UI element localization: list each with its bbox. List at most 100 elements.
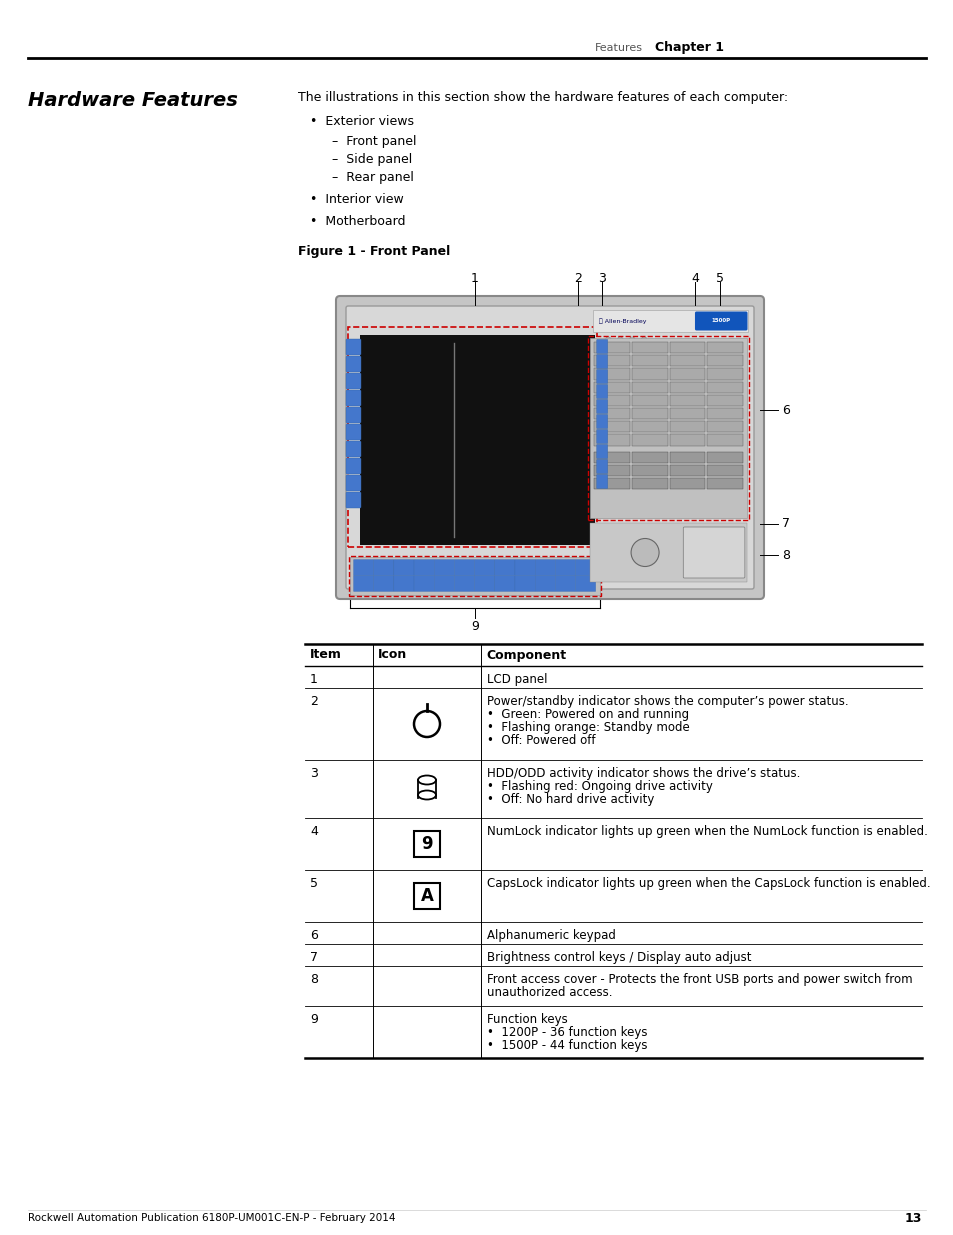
Text: 13: 13 bbox=[903, 1212, 921, 1224]
Text: 8: 8 bbox=[781, 548, 789, 562]
Text: 2: 2 bbox=[310, 695, 317, 708]
Bar bbox=[706, 342, 742, 353]
Text: Chapter 1: Chapter 1 bbox=[655, 42, 723, 54]
Text: •  1500P - 44 function keys: • 1500P - 44 function keys bbox=[486, 1039, 647, 1052]
Text: 7: 7 bbox=[310, 951, 317, 965]
FancyBboxPatch shape bbox=[374, 576, 394, 592]
Bar bbox=[594, 435, 629, 446]
Text: •  Off: No hard drive activity: • Off: No hard drive activity bbox=[486, 793, 654, 806]
Bar bbox=[669, 464, 704, 475]
FancyBboxPatch shape bbox=[596, 369, 607, 384]
Text: •  Flashing red: Ongoing drive activity: • Flashing red: Ongoing drive activity bbox=[486, 781, 712, 793]
Bar bbox=[359, 335, 595, 545]
FancyBboxPatch shape bbox=[346, 306, 753, 589]
Text: Alphanumeric keypad: Alphanumeric keypad bbox=[486, 929, 616, 942]
FancyBboxPatch shape bbox=[596, 354, 607, 368]
Text: 4: 4 bbox=[690, 272, 699, 285]
Circle shape bbox=[629, 337, 635, 343]
Text: Icon: Icon bbox=[377, 648, 407, 662]
Text: 6: 6 bbox=[310, 929, 317, 942]
FancyBboxPatch shape bbox=[474, 559, 495, 576]
Text: LCD panel: LCD panel bbox=[486, 673, 547, 685]
FancyBboxPatch shape bbox=[596, 445, 607, 458]
Bar bbox=[414, 831, 439, 857]
Text: •  Green: Powered on and running: • Green: Powered on and running bbox=[486, 708, 688, 721]
Text: 9: 9 bbox=[471, 620, 478, 634]
Bar bbox=[669, 342, 704, 353]
Bar bbox=[706, 421, 742, 432]
Bar bbox=[706, 435, 742, 446]
Bar bbox=[594, 408, 629, 419]
FancyBboxPatch shape bbox=[346, 356, 360, 372]
FancyBboxPatch shape bbox=[682, 527, 744, 578]
FancyBboxPatch shape bbox=[434, 559, 454, 576]
Text: 3: 3 bbox=[598, 272, 605, 285]
Bar bbox=[706, 382, 742, 393]
Text: Power/standby indicator shows the computer’s power status.: Power/standby indicator shows the comput… bbox=[486, 695, 848, 708]
Text: Component: Component bbox=[485, 648, 565, 662]
Bar bbox=[669, 356, 704, 367]
FancyBboxPatch shape bbox=[555, 576, 575, 592]
Bar bbox=[631, 382, 667, 393]
Bar bbox=[590, 338, 746, 517]
FancyBboxPatch shape bbox=[495, 576, 515, 592]
FancyBboxPatch shape bbox=[596, 384, 607, 399]
FancyBboxPatch shape bbox=[515, 559, 535, 576]
Text: Rockwell Automation Publication 6180P-UM001C-EN-P - February 2014: Rockwell Automation Publication 6180P-UM… bbox=[28, 1213, 395, 1223]
Text: Ⓜ Allen-Bradley: Ⓜ Allen-Bradley bbox=[598, 319, 646, 324]
Bar bbox=[706, 452, 742, 463]
Text: 7: 7 bbox=[781, 517, 789, 530]
Bar bbox=[669, 421, 704, 432]
Text: •  1200P - 36 function keys: • 1200P - 36 function keys bbox=[486, 1026, 647, 1039]
FancyBboxPatch shape bbox=[555, 559, 575, 576]
Text: •  Off: Powered off: • Off: Powered off bbox=[486, 734, 595, 747]
Bar bbox=[414, 883, 439, 909]
FancyBboxPatch shape bbox=[346, 338, 360, 354]
Bar bbox=[631, 408, 667, 419]
Bar bbox=[594, 464, 629, 475]
FancyBboxPatch shape bbox=[434, 576, 454, 592]
FancyBboxPatch shape bbox=[596, 340, 607, 353]
Text: •  Exterior views: • Exterior views bbox=[310, 115, 414, 128]
Text: CapsLock indicator lights up green when the CapsLock function is enabled.: CapsLock indicator lights up green when … bbox=[486, 877, 929, 890]
FancyBboxPatch shape bbox=[596, 415, 607, 429]
Circle shape bbox=[604, 337, 611, 343]
FancyBboxPatch shape bbox=[575, 559, 595, 576]
FancyBboxPatch shape bbox=[535, 576, 555, 592]
Bar bbox=[631, 395, 667, 406]
Bar bbox=[706, 356, 742, 367]
FancyBboxPatch shape bbox=[394, 576, 414, 592]
Bar bbox=[631, 368, 667, 379]
Text: 8: 8 bbox=[310, 973, 317, 986]
Text: 1: 1 bbox=[310, 673, 317, 685]
Bar bbox=[706, 464, 742, 475]
Text: –  Front panel: – Front panel bbox=[332, 135, 416, 148]
Bar bbox=[669, 395, 704, 406]
Text: –  Rear panel: – Rear panel bbox=[332, 170, 414, 184]
FancyBboxPatch shape bbox=[515, 576, 535, 592]
FancyBboxPatch shape bbox=[346, 492, 360, 508]
Bar bbox=[594, 382, 629, 393]
FancyBboxPatch shape bbox=[535, 559, 555, 576]
Text: 2: 2 bbox=[574, 272, 581, 285]
FancyBboxPatch shape bbox=[346, 424, 360, 440]
FancyBboxPatch shape bbox=[346, 458, 360, 474]
Bar bbox=[631, 356, 667, 367]
Text: Hardware Features: Hardware Features bbox=[28, 90, 237, 110]
Bar bbox=[631, 464, 667, 475]
Text: Features: Features bbox=[595, 43, 642, 53]
FancyBboxPatch shape bbox=[414, 559, 434, 576]
Bar bbox=[594, 356, 629, 367]
Circle shape bbox=[631, 538, 659, 567]
FancyBboxPatch shape bbox=[354, 576, 374, 592]
Text: Function keys: Function keys bbox=[486, 1013, 567, 1026]
Bar bbox=[631, 342, 667, 353]
Bar bbox=[669, 368, 704, 379]
Text: •  Motherboard: • Motherboard bbox=[310, 215, 405, 228]
Text: A: A bbox=[420, 887, 433, 905]
Bar bbox=[706, 395, 742, 406]
FancyBboxPatch shape bbox=[495, 559, 515, 576]
Bar bbox=[593, 310, 747, 332]
FancyBboxPatch shape bbox=[474, 576, 495, 592]
Bar bbox=[631, 435, 667, 446]
